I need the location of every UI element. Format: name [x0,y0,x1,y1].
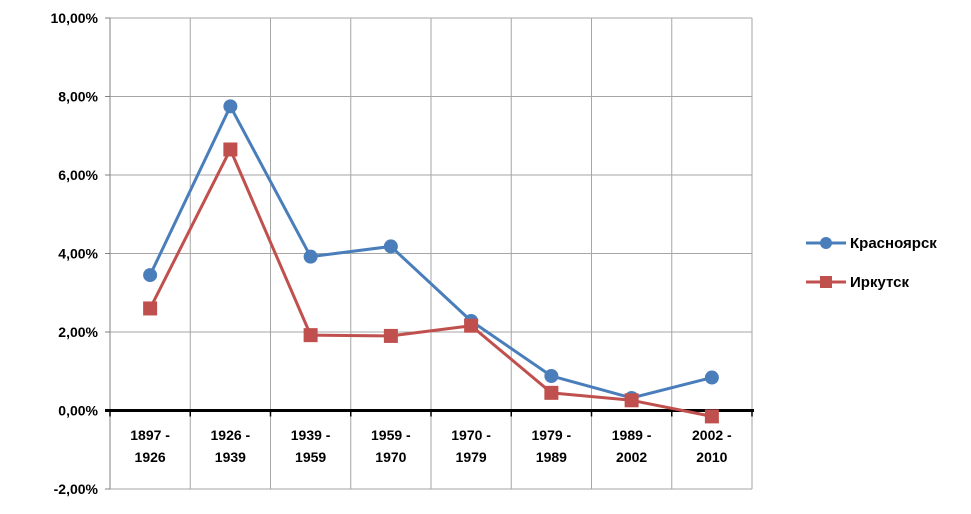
data-point [464,318,479,333]
data-point [704,409,719,424]
series-group [143,99,719,424]
legend: Красноярск Иркутск [806,235,937,291]
data-point [303,249,318,264]
y-tick-label: 10,00% [51,10,99,26]
x-tick-label: 1939 - [291,427,331,443]
data-point [143,268,158,283]
x-tick-label: 2002 - [692,427,732,443]
data-point [383,239,398,254]
data-point [303,328,318,343]
y-axis-ticks: 10,00% 8,00% 6,00% 4,00% 2,00% 0,00% -2,00% [51,10,99,497]
data-point [544,385,559,400]
data-point [223,142,238,157]
data-point [544,368,559,383]
x-tick-label: 1926 - [211,427,251,443]
axes [105,17,754,490]
x-tick-label: 2010 [696,449,727,465]
x-tick-label: 1897 - [130,427,170,443]
grid-lines [109,17,753,490]
x-tick-label: 1989 - [612,427,652,443]
x-tick-label: 1970 [375,449,406,465]
series-line-1 [148,104,713,400]
y-tick-label: 0,00% [58,403,98,419]
data-point [704,370,719,385]
x-tick-label: 1979 [456,449,487,465]
x-tick-label: 1959 - [371,427,411,443]
y-tick-label: -2,00% [54,481,99,497]
x-tick-label: 1926 [135,449,166,465]
legend-marker-2 [820,276,832,288]
y-tick-label: 6,00% [58,167,98,183]
x-tick-label: 1959 [295,449,326,465]
x-tick-label: 1939 [215,449,246,465]
data-point [624,393,639,408]
series-line-2 [148,147,713,418]
data-point [143,301,158,316]
y-tick-label: 4,00% [58,246,98,262]
legend-marker-1 [820,237,832,249]
legend-label-2: Иркутск [850,274,909,291]
x-axis-ticks: 1897 - 1926 1926 - 1939 1939 - 1959 1959 - 1970… [130,427,732,465]
x-tick-label: 1989 [536,449,567,465]
data-point [223,99,238,114]
legend-label-1: Красноярск [850,235,937,252]
x-tick-label: 1979 - [532,427,572,443]
x-tick-label: 2002 [616,449,647,465]
x-tick-label: 1970 - [451,427,491,443]
y-tick-label: 8,00% [58,89,98,105]
data-point [383,328,398,343]
y-tick-label: 2,00% [58,324,98,340]
